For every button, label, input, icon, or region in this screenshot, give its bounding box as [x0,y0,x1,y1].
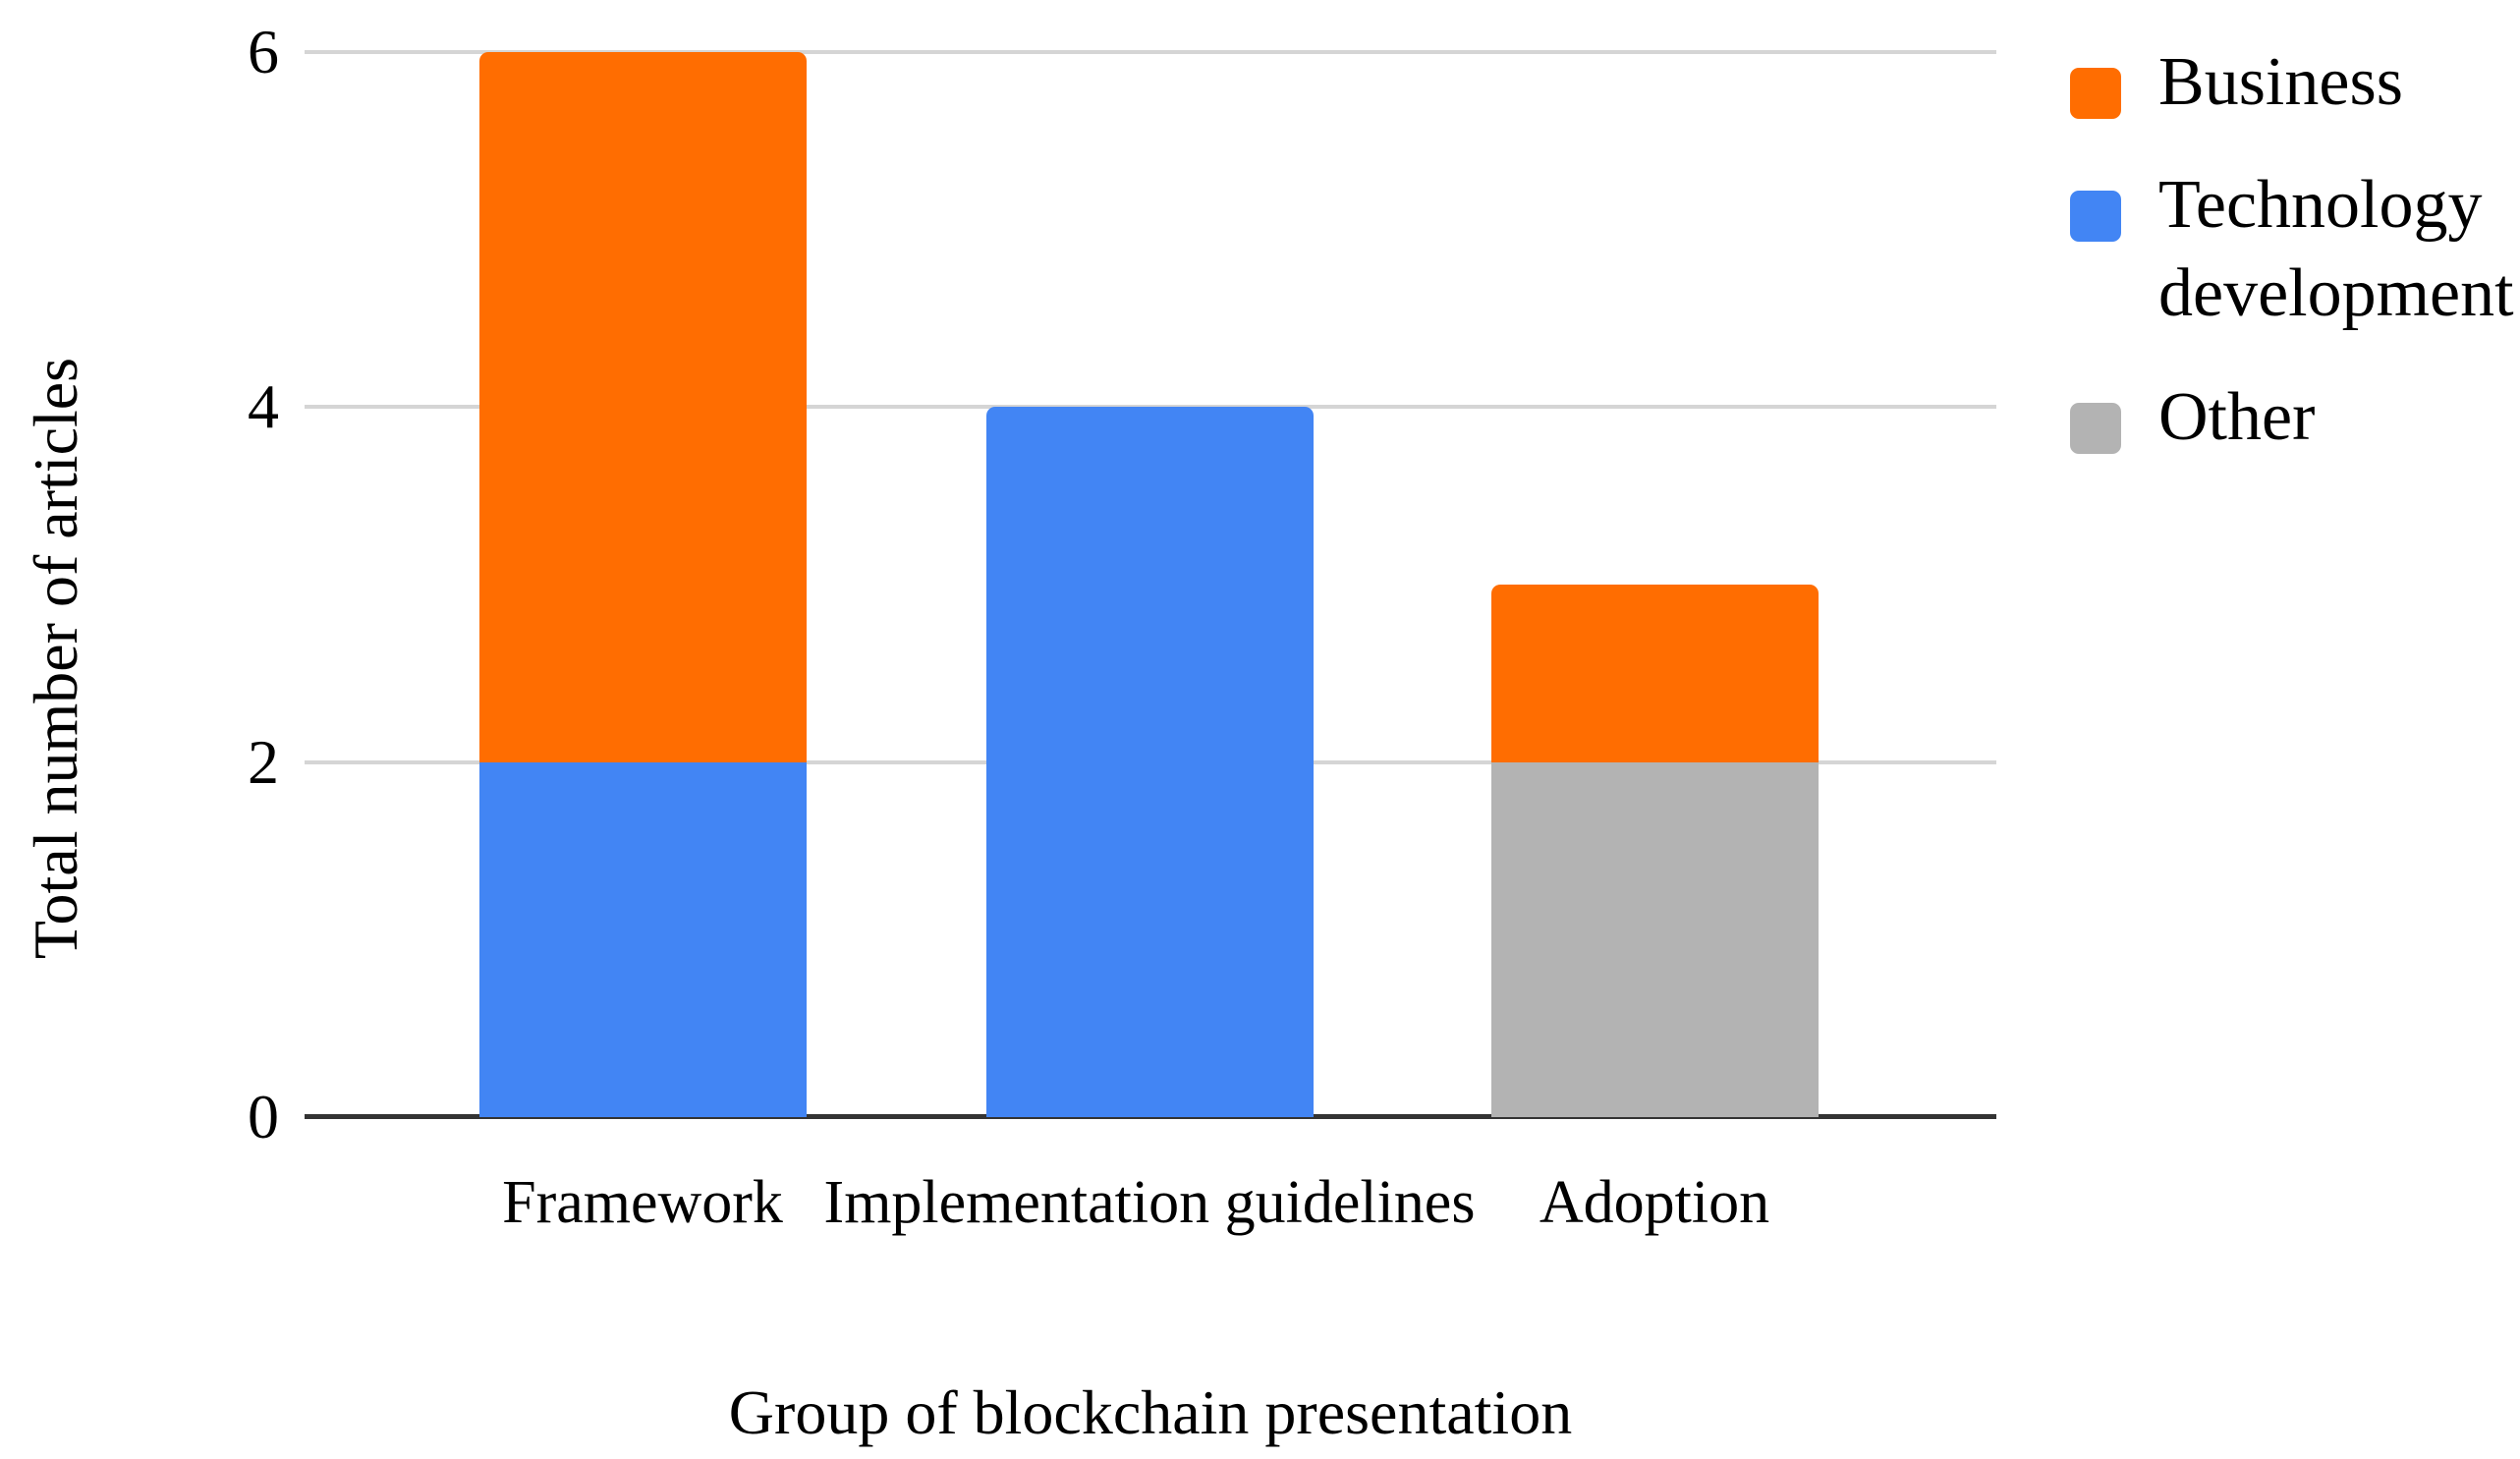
bar-implementation-guidelines [985,407,1314,1117]
bar-segment-framework-business [478,52,807,762]
y-tick-label-6: 6 [248,17,279,86]
legend-swatch-business [2070,68,2121,119]
bar-segment-framework-technology-development [478,761,807,1117]
x-category-label-framework: Framework [502,1169,783,1236]
legend-swatch-other [2070,403,2121,454]
legend-label-technology-development: Technology development [2158,167,2514,331]
x-category-label-implementation-guidelines: Implementation guidelines [823,1169,1476,1236]
bar-framework [478,52,807,1117]
legend-label-other: Other [2158,379,2316,455]
legend-item-technology-development: Technology development [2070,167,2520,338]
y-tick-label-2: 2 [248,726,279,797]
bar-segment-implementation-guidelines-technology-development [985,407,1314,1117]
legend-swatch-technology-development [2070,191,2121,242]
x-axis-title: Group of blockchain presentation [728,1377,1573,1447]
legend-item-business: Business [2070,44,2403,127]
y-axis-title: Total number of articles [21,357,90,960]
y-tick-label-4: 4 [248,371,279,442]
legend-item-other: Other [2070,379,2315,462]
plot-area [305,50,1996,1119]
bar-segment-adoption-business [1490,585,1819,762]
gridline-y-6 [305,50,1996,54]
legend-label-business: Business [2158,44,2403,120]
bar-adoption [1490,585,1819,1117]
y-tick-label-0: 0 [248,1082,279,1151]
x-category-label-adoption: Adoption [1539,1169,1770,1236]
bar-segment-adoption-other [1490,761,1819,1117]
